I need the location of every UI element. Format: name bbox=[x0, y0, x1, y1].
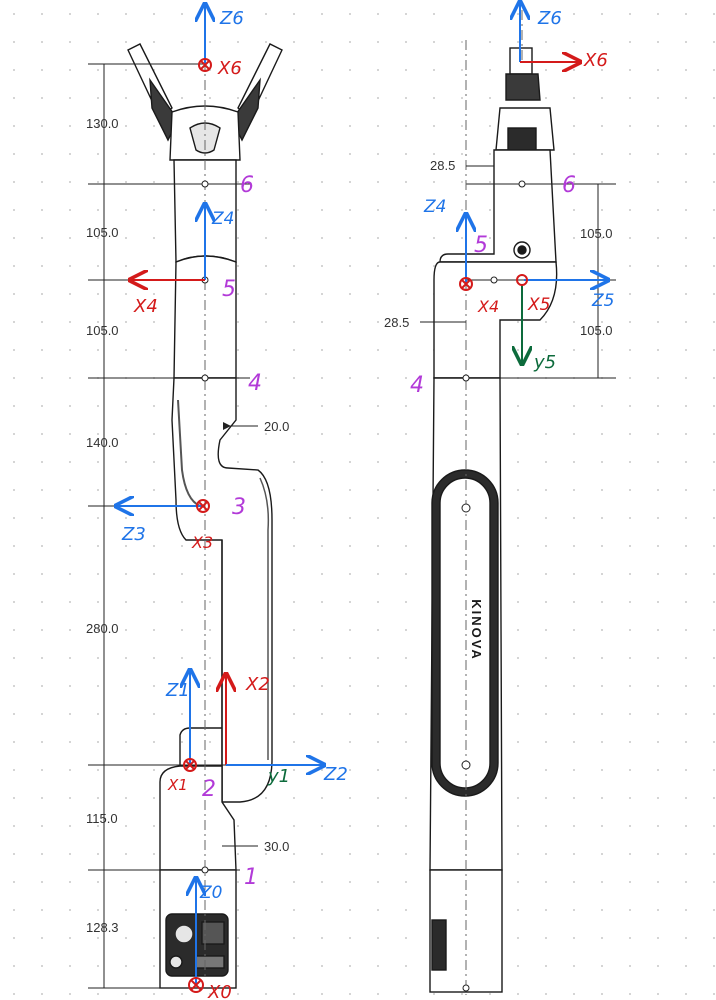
right-frames bbox=[466, 4, 606, 362]
dim-offset-30: 30.0 bbox=[264, 839, 289, 854]
label-x4-right: X4 bbox=[477, 297, 499, 316]
label-y5: y5 bbox=[533, 352, 556, 373]
brand-label: KINOVA bbox=[469, 599, 484, 661]
gripper-logo-shield bbox=[189, 122, 221, 154]
label-z1: Z1 bbox=[165, 680, 190, 701]
dim-140: 140.0 bbox=[86, 435, 119, 450]
dim-right-28-top: 28.5 bbox=[430, 158, 455, 173]
right-dimension-labels: 28.5 28.5 105.0 105.0 bbox=[384, 158, 613, 338]
label-z6-right: Z6 bbox=[537, 8, 562, 29]
frame-labels: Z6 X6 Z4 X4 Z3 X3 Z1 X2 y1 Z2 X1 Z0 X0 Z… bbox=[121, 8, 614, 1000]
label-x5: X5 bbox=[527, 295, 550, 315]
label-z6: Z6 bbox=[219, 8, 244, 29]
joint-number-4-right: 4 bbox=[410, 373, 424, 398]
label-z3: Z3 bbox=[121, 524, 146, 545]
joint-number-5: 5 bbox=[222, 277, 236, 302]
joint-number-6-right: 6 bbox=[562, 173, 576, 198]
dim-130: 130.0 bbox=[86, 116, 119, 131]
label-x3: X3 bbox=[191, 533, 213, 552]
dim-right-105-b: 105.0 bbox=[580, 323, 613, 338]
left-dimension-labels: 130.0 105.0 105.0 140.0 280.0 115.0 128.… bbox=[86, 116, 289, 935]
dim-105-a: 105.0 bbox=[86, 225, 119, 240]
label-y1: y1 bbox=[267, 766, 290, 787]
dim-right-105-a: 105.0 bbox=[580, 226, 613, 241]
left-dimension-lines bbox=[88, 40, 260, 989]
joint-number-3: 3 bbox=[232, 495, 246, 520]
label-z2: Z2 bbox=[323, 764, 348, 785]
joint-number-4: 4 bbox=[248, 371, 262, 396]
dim-offset-20: 20.0 bbox=[264, 419, 289, 434]
dim-right-28-mid: 28.5 bbox=[384, 315, 409, 330]
label-x1: X1 bbox=[167, 776, 188, 794]
label-z4-right: Z4 bbox=[423, 197, 446, 217]
left-frames bbox=[118, 6, 322, 985]
joint-number-6: 6 bbox=[240, 173, 254, 198]
joint-number-5-right: 5 bbox=[474, 233, 488, 258]
link-1 bbox=[159, 765, 237, 871]
joint-number-2: 2 bbox=[202, 777, 216, 802]
dim-128: 128.3 bbox=[86, 920, 119, 935]
link-5 bbox=[173, 255, 237, 379]
dim-115: 115.0 bbox=[86, 811, 118, 826]
label-x0: X0 bbox=[207, 982, 232, 1000]
left-out-of-plane-markers bbox=[183, 58, 212, 993]
dim-105-b: 105.0 bbox=[86, 323, 119, 338]
joint-numbers: 1 2 3 4 5 6 4 5 6 bbox=[202, 173, 576, 890]
dim-280: 280.0 bbox=[86, 621, 119, 636]
label-x6-right: X6 bbox=[583, 50, 608, 71]
label-z0: Z0 bbox=[199, 883, 222, 903]
label-x4: X4 bbox=[133, 296, 158, 317]
label-x6: X6 bbox=[217, 58, 242, 79]
label-x2: X2 bbox=[245, 674, 270, 695]
label-z4: Z4 bbox=[211, 209, 234, 229]
label-z5: Z5 bbox=[591, 291, 614, 311]
right-out-of-plane-markers bbox=[459, 274, 528, 291]
joint-number-1: 1 bbox=[244, 865, 258, 890]
